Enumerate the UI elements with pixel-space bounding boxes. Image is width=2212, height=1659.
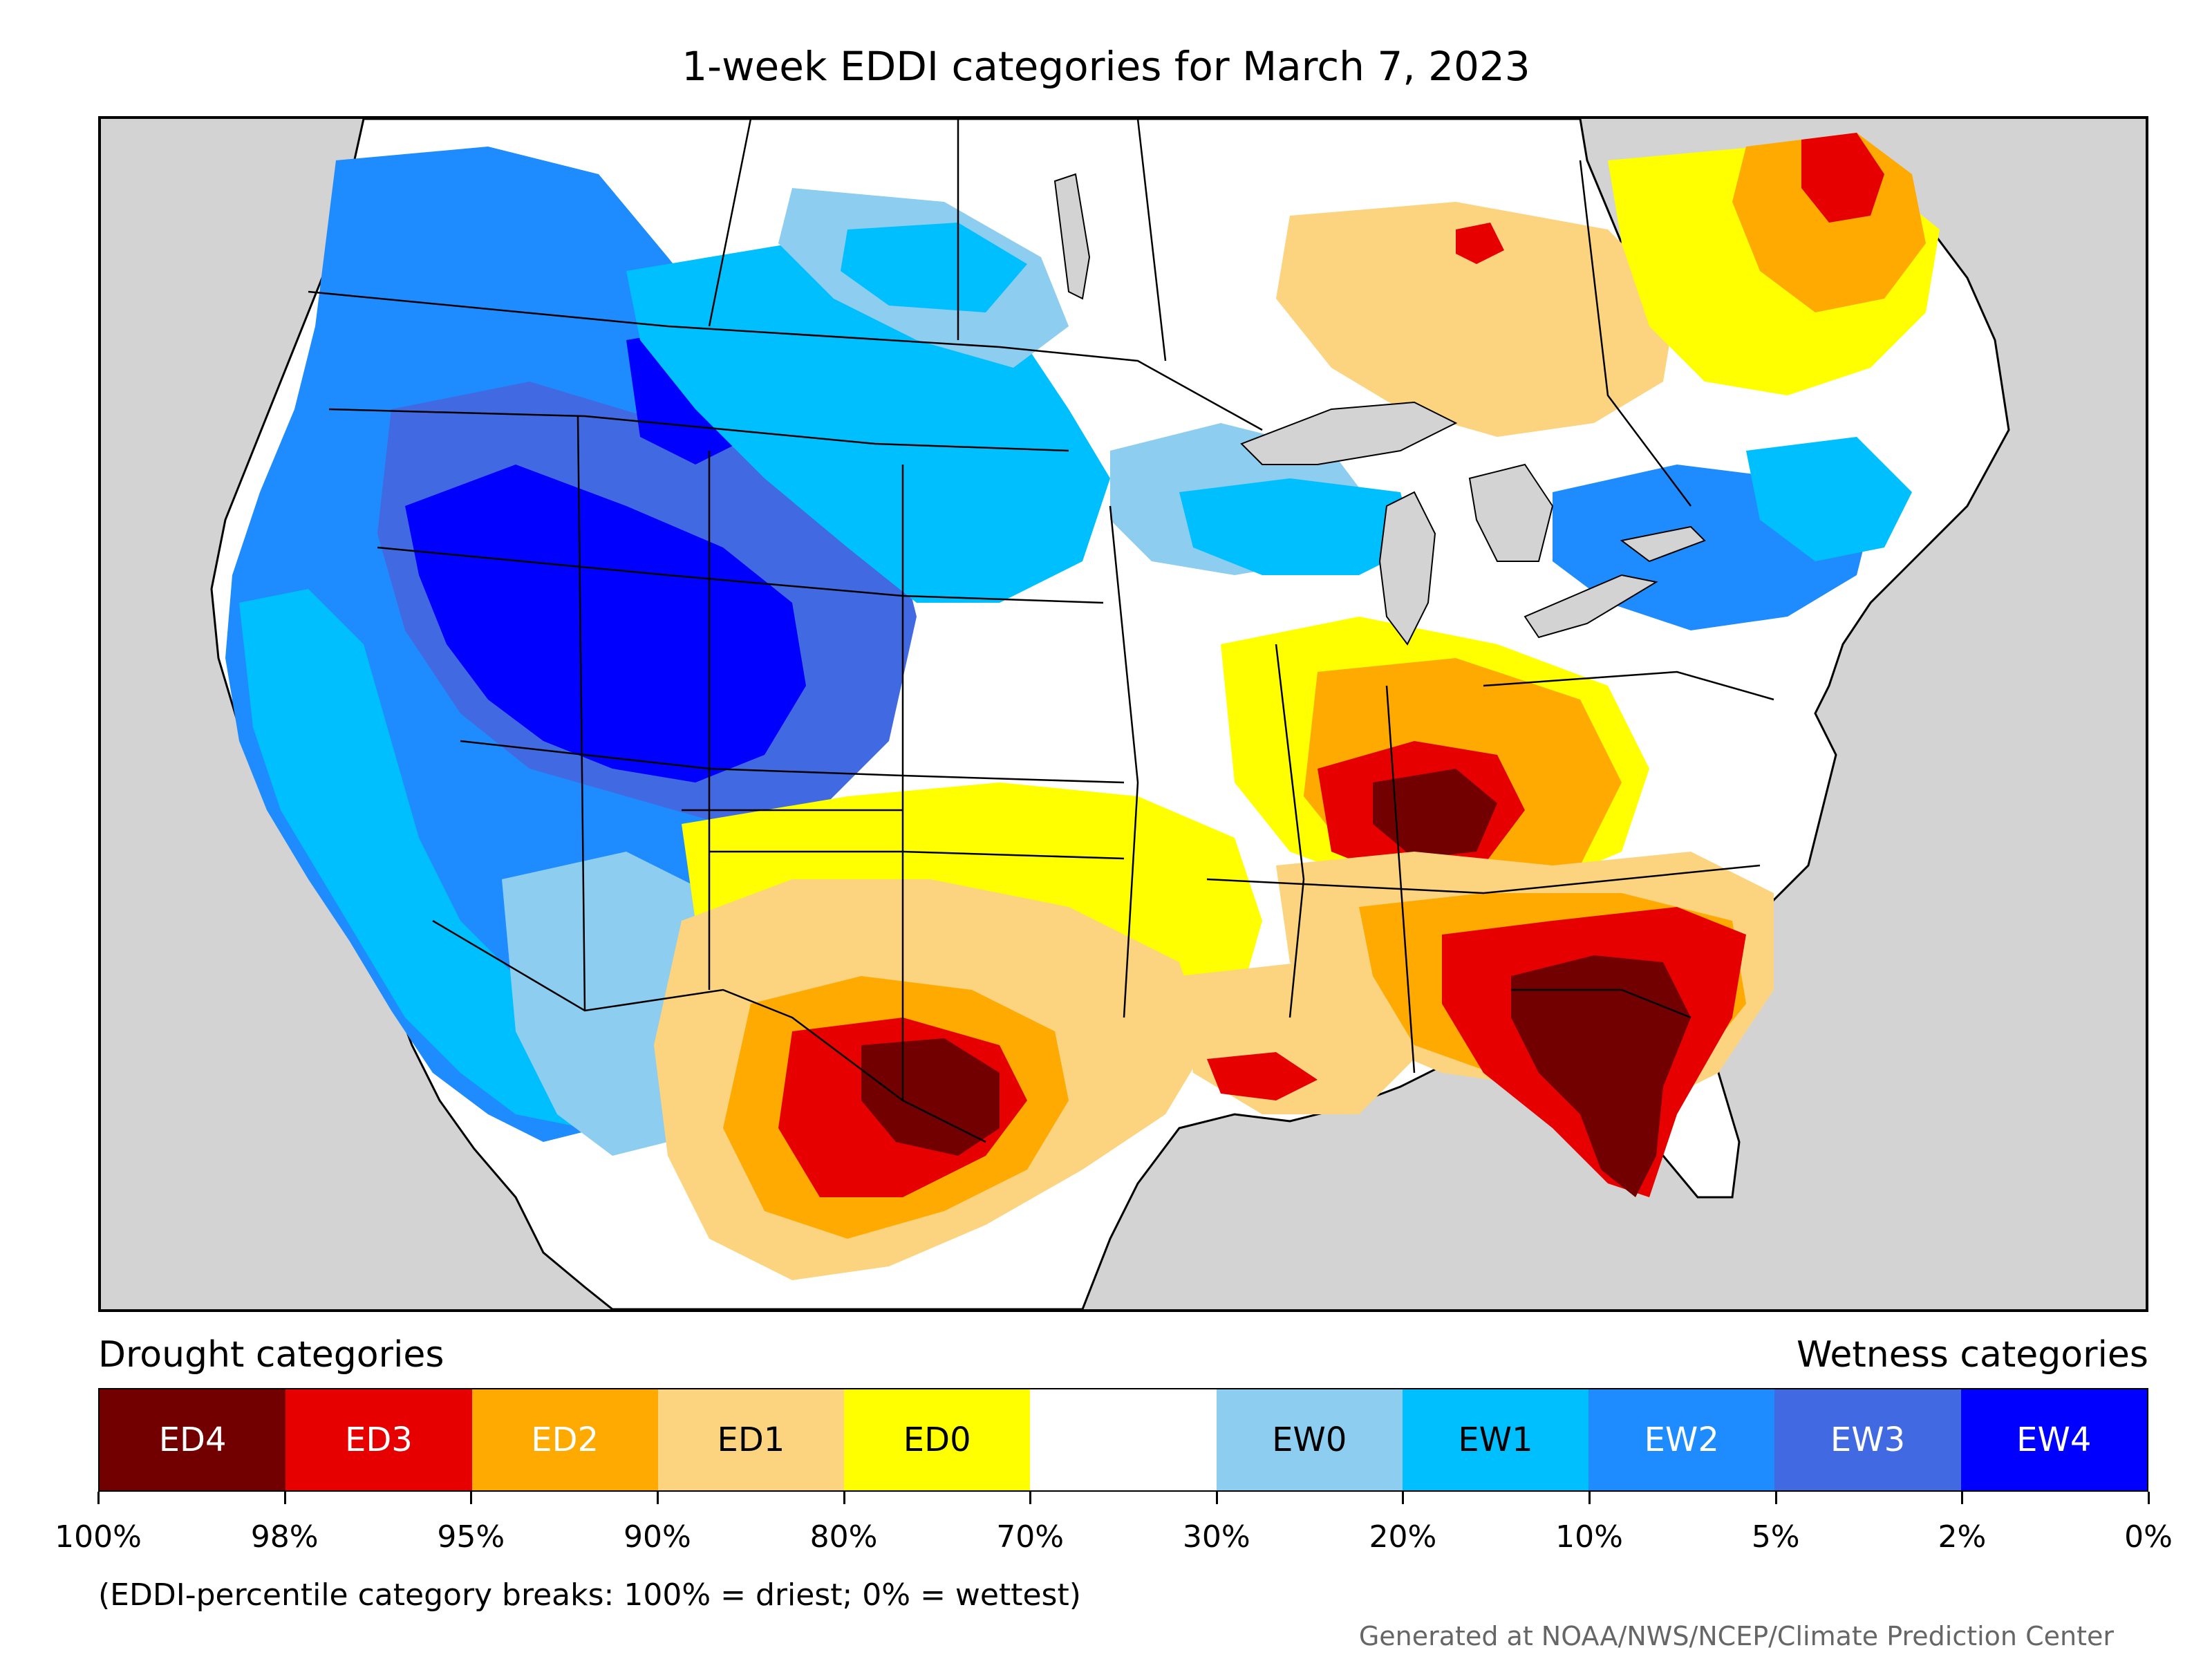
canada-us-border xyxy=(308,290,1263,431)
category-break-note: (EDDI-percentile category breaks: 100% =… xyxy=(98,1577,1081,1613)
region-canada-wet-core xyxy=(841,223,1027,312)
province-border-3 xyxy=(1136,119,1167,362)
legend-tick xyxy=(1402,1492,1405,1504)
state-border-12 xyxy=(1483,671,1774,701)
region-ontario-dry xyxy=(1276,202,1677,437)
lake-superior xyxy=(1240,401,1458,465)
credit-line: Generated at NOAA/NWS/NCEP/Climate Predi… xyxy=(1358,1621,2114,1651)
region-ontario-severe xyxy=(1456,223,1504,264)
legend-swatch-ed0: ED0 xyxy=(844,1389,1031,1490)
legend-tick xyxy=(1961,1492,1964,1504)
legend-tick xyxy=(97,1492,100,1504)
borders-layer xyxy=(308,119,1774,1143)
legend-swatch-ew4: EW4 xyxy=(1960,1389,2147,1490)
eddi-map xyxy=(210,119,2010,1309)
lake-ontario xyxy=(1620,525,1706,563)
legend-swatch-ed3: ED3 xyxy=(285,1389,472,1490)
category-regions xyxy=(225,133,1940,1280)
region-georgia-florida-extreme xyxy=(1511,955,1691,1197)
legend-swatch-normal xyxy=(1030,1389,1217,1490)
legend-tick-label: 95% xyxy=(437,1519,505,1555)
us-mexico-border xyxy=(432,919,986,1143)
legend-tick xyxy=(1588,1492,1591,1504)
legend-tick xyxy=(283,1492,286,1504)
state-border-11 xyxy=(1206,864,1761,894)
region-kentucky-extreme xyxy=(1373,769,1497,859)
legend-swatch-ed4: ED4 xyxy=(100,1389,286,1490)
state-border-3 xyxy=(460,740,1125,784)
region-great-basin-very-wet xyxy=(405,465,806,782)
state-border-10 xyxy=(1385,685,1416,1074)
legend-tick-label: 5% xyxy=(1751,1519,1800,1555)
legend-swatch-ew1: EW1 xyxy=(1402,1389,1589,1490)
legend-tick-label: 98% xyxy=(250,1519,319,1555)
region-new-england-wet xyxy=(1746,437,1912,561)
region-louisiana-severe xyxy=(1207,1052,1318,1100)
legend-tick xyxy=(1215,1492,1218,1504)
lake-michigan xyxy=(1378,491,1436,646)
legend-ticks xyxy=(97,1492,2150,1506)
legend-tick-label: 80% xyxy=(809,1519,878,1555)
legend-swatch-ew2: EW2 xyxy=(1588,1389,1775,1490)
province-border-1 xyxy=(708,119,752,327)
legend-tick-label: 100% xyxy=(55,1519,142,1555)
state-border-2 xyxy=(377,546,1104,604)
province-border-4 xyxy=(1579,160,1691,507)
legend-tick xyxy=(1774,1492,1777,1504)
legend-tick-label: 30% xyxy=(1182,1519,1250,1555)
legend-colorbar: ED4 ED3 ED2 ED1 ED0 EW0 EW1 EW2 EW3 EW4 xyxy=(98,1388,2148,1492)
region-wisconsin-wet xyxy=(1179,478,1414,575)
region-west-texas-extreme xyxy=(861,1038,1000,1156)
state-border-1 xyxy=(328,408,1069,452)
state-border-8 xyxy=(1109,505,1139,1018)
legend-tick xyxy=(1029,1492,1032,1504)
state-border-9 xyxy=(1275,644,1305,1018)
legend-tick xyxy=(2148,1492,2150,1504)
legend-tick-label: 0% xyxy=(2124,1519,2173,1555)
legend-tick-label: 2% xyxy=(1938,1519,1987,1555)
legend-swatch-ed2: ED2 xyxy=(471,1389,658,1490)
legend-tick-label: 10% xyxy=(1555,1519,1623,1555)
region-quebec-severe xyxy=(1801,133,1884,223)
lake-huron xyxy=(1468,463,1554,562)
legend-tick xyxy=(656,1492,659,1504)
map-panel xyxy=(98,116,2148,1312)
legend-tick xyxy=(843,1492,845,1504)
lake-winnipeg xyxy=(1053,173,1091,300)
map-title: 1-week EDDI categories for March 7, 2023 xyxy=(682,43,1530,90)
legend-swatch-ew3: EW3 xyxy=(1774,1389,1961,1490)
state-border-13 xyxy=(1511,988,1691,1019)
wetness-categories-heading: Wetness categories xyxy=(1797,1334,2148,1376)
legend-tick-label: 90% xyxy=(624,1519,691,1555)
legend-swatch-ew0: EW0 xyxy=(1216,1389,1403,1490)
legend-tick-label: 20% xyxy=(1369,1519,1437,1555)
legend-tick xyxy=(470,1492,473,1504)
lakes-layer xyxy=(1053,173,1706,646)
legend-swatch-ed1: ED1 xyxy=(657,1389,845,1490)
lake-erie xyxy=(1524,574,1658,639)
legend-tick-label: 70% xyxy=(996,1519,1065,1555)
state-border-5 xyxy=(577,415,586,1011)
drought-categories-heading: Drought categories xyxy=(98,1334,444,1376)
